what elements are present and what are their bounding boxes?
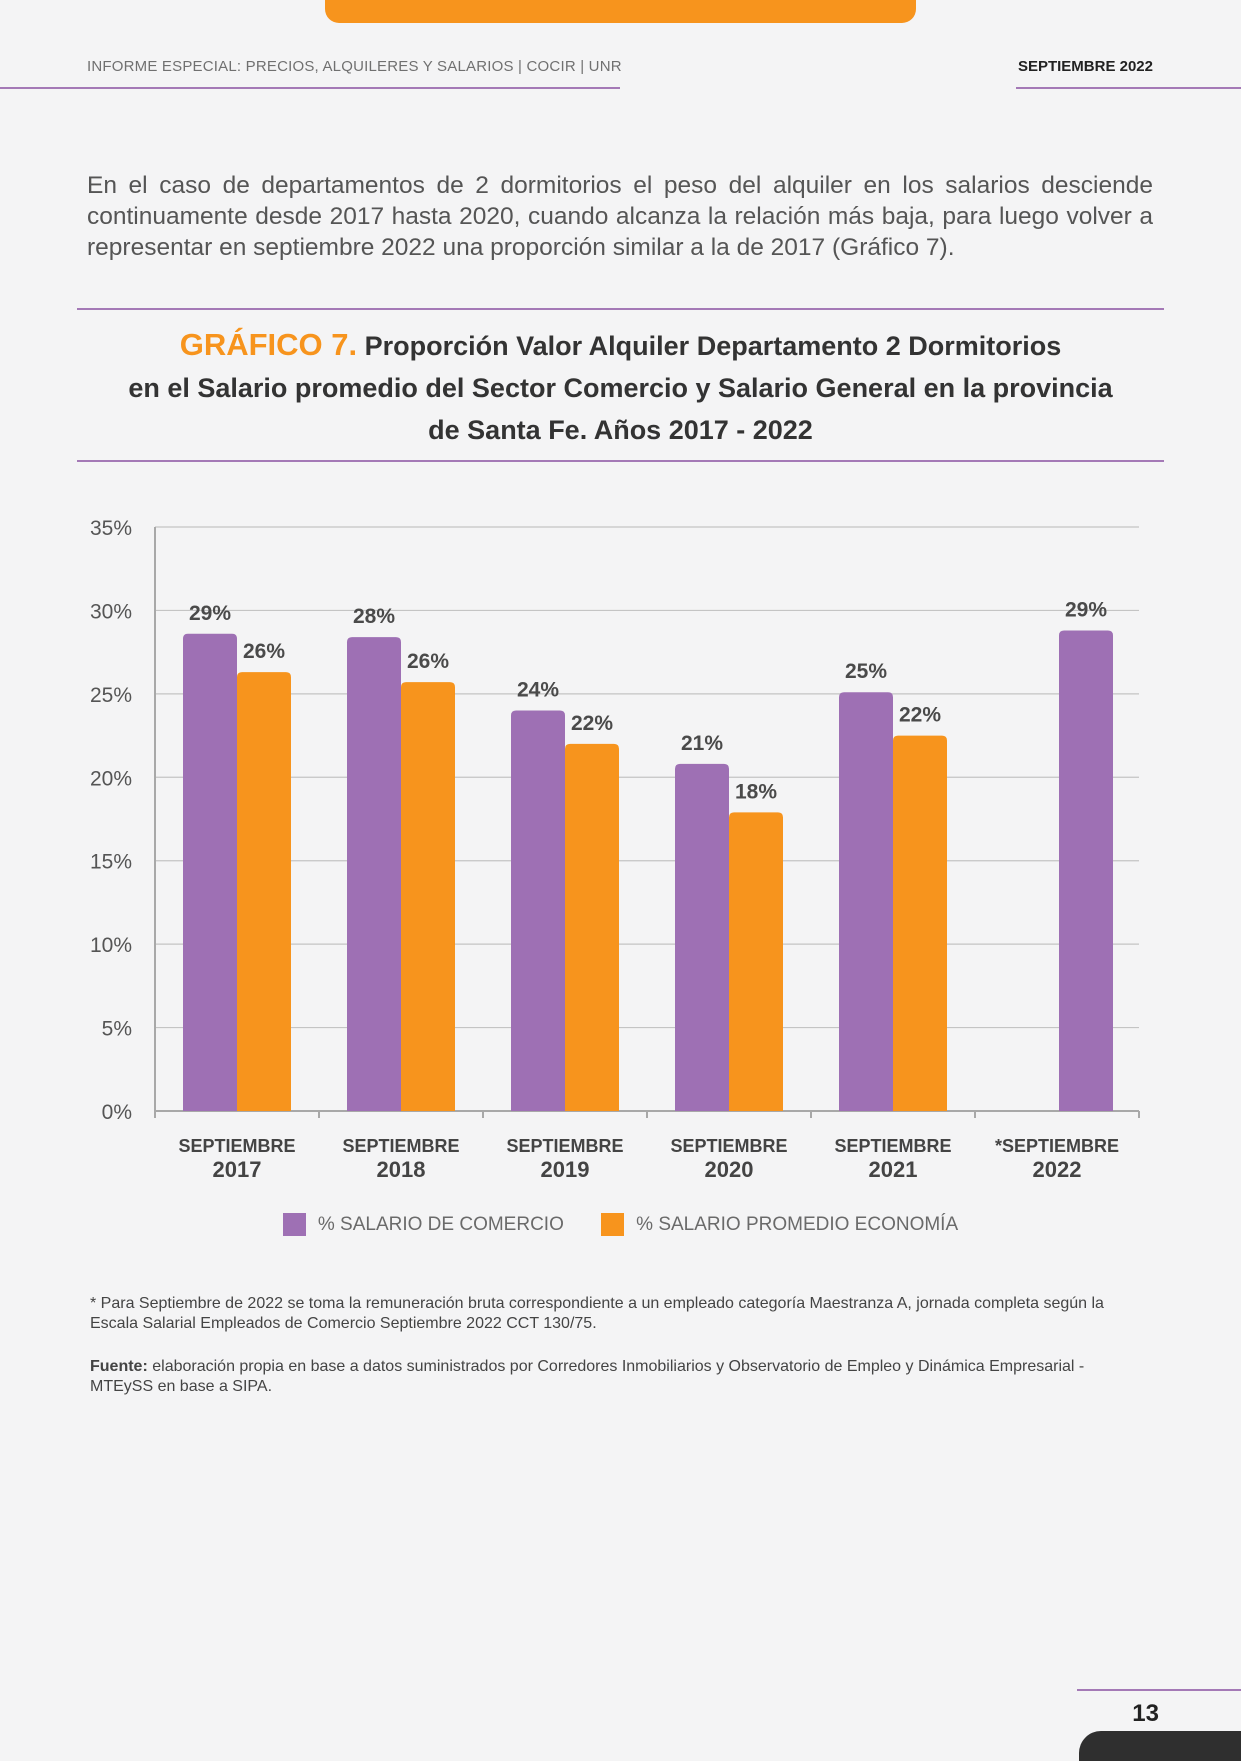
bar (401, 682, 455, 1111)
x-tick-label-year: 2018 (377, 1157, 426, 1182)
y-tick-label: 5% (102, 1018, 132, 1041)
legend-label-economia: % SALARIO PROMEDIO ECONOMÍA (636, 1213, 959, 1235)
legend-item-economia: % SALARIO PROMEDIO ECONOMÍA (601, 1213, 958, 1236)
y-tick-label: 30% (90, 600, 132, 623)
title-rule-top (77, 308, 1164, 310)
footnote-text: * Para Septiembre de 2022 se toma la rem… (90, 1295, 1104, 1332)
chart-title-line3: de Santa Fe. Años 2017 - 2022 (428, 415, 813, 445)
footnote: * Para Septiembre de 2022 se toma la rem… (90, 1294, 1150, 1334)
bar (675, 763, 729, 1111)
data-label: 28% (353, 605, 395, 628)
y-tick-label: 20% (90, 767, 132, 790)
x-tick-label-month: SEPTIEMBRE (670, 1136, 787, 1156)
bar (1059, 630, 1113, 1111)
top-decorative-tab (325, 0, 916, 23)
y-tick-label: 0% (102, 1101, 132, 1124)
x-tick-label-month: SEPTIEMBRE (178, 1136, 295, 1156)
y-tick-label: 35% (90, 517, 132, 540)
data-label: 18% (735, 780, 777, 803)
chart-title: GRÁFICO 7. Proporción Valor Alquiler Dep… (77, 324, 1164, 451)
header-rule-right (1016, 87, 1241, 89)
bar (237, 672, 291, 1111)
report-title: INFORME ESPECIAL: PRECIOS, ALQUILERES Y … (87, 58, 622, 75)
y-tick-label: 15% (90, 851, 132, 874)
chart-legend: % SALARIO DE COMERCIO % SALARIO PROMEDIO… (0, 1213, 1241, 1242)
page-number: 13 (1132, 1700, 1159, 1727)
data-label: 22% (899, 704, 941, 727)
y-tick-label: 10% (90, 934, 132, 957)
x-tick-label-year: 2019 (541, 1157, 590, 1182)
legend-item-comercio: % SALARIO DE COMERCIO (282, 1213, 564, 1236)
bar (893, 735, 947, 1111)
data-label: 24% (517, 679, 559, 702)
data-label: 26% (407, 650, 449, 673)
chart-title-line2: en el Salario promedio del Sector Comerc… (128, 373, 1113, 403)
bar (565, 743, 619, 1111)
data-label: 26% (243, 640, 285, 663)
data-label: 25% (845, 660, 887, 683)
x-tick-label-year: 2022 (1033, 1157, 1082, 1182)
source-label: Fuente: (90, 1358, 148, 1375)
legend-swatch-comercio (282, 1213, 306, 1236)
x-tick-label-month: *SEPTIEMBRE (995, 1136, 1119, 1156)
footer-rule (1077, 1689, 1241, 1691)
chart-title-line1: Proporción Valor Alquiler Departamento 2… (364, 331, 1062, 361)
title-rule-bottom (77, 460, 1164, 462)
data-label: 21% (681, 732, 723, 755)
intro-paragraph: En el caso de departamentos de 2 dormito… (87, 172, 1153, 261)
x-tick-label-month: SEPTIEMBRE (342, 1136, 459, 1156)
legend-label-comercio: % SALARIO DE COMERCIO (317, 1213, 564, 1235)
data-label: 29% (1065, 598, 1107, 621)
header-rule-left (0, 87, 620, 89)
legend-swatch-economia (601, 1213, 625, 1236)
chart-title-label: GRÁFICO 7. (179, 327, 358, 362)
source-note: Fuente: elaboración propia en base a dat… (90, 1357, 1150, 1397)
x-tick-label-month: SEPTIEMBRE (506, 1136, 623, 1156)
bar (729, 812, 783, 1111)
bar (347, 637, 401, 1111)
x-tick-label-year: 2017 (213, 1157, 262, 1182)
y-tick-label: 25% (90, 684, 132, 707)
x-tick-label-year: 2020 (705, 1157, 754, 1182)
bar-chart: 0%5%10%15%20%25%30%35%SEPTIEMBRE201729%2… (90, 517, 1140, 1182)
data-label: 22% (571, 712, 613, 735)
bar (511, 710, 565, 1111)
bar (183, 633, 237, 1111)
x-tick-label-month: SEPTIEMBRE (834, 1136, 951, 1156)
data-label: 29% (189, 602, 231, 625)
bar (839, 692, 893, 1111)
footer-corner-decoration (1079, 1731, 1241, 1761)
report-date: SEPTIEMBRE 2022 (1017, 58, 1153, 75)
x-tick-label-year: 2021 (869, 1157, 918, 1182)
source-text: elaboración propia en base a datos sumin… (90, 1358, 1085, 1395)
